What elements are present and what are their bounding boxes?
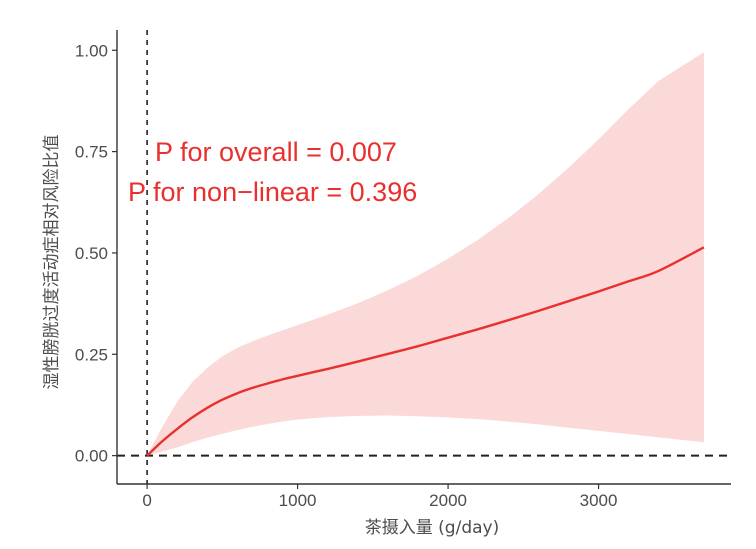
y-tick-label: 0.75	[75, 143, 108, 162]
x-tick-label: 1000	[279, 491, 317, 510]
y-tick-label: 1.00	[75, 41, 108, 60]
annotation-p-nonlinear: P for non−linear = 0.396	[128, 177, 417, 207]
x-axis-title: 茶摄入量 (g/day)	[365, 518, 499, 538]
y-axis-title: 湿性膀胱过度活动症相对风险比值	[42, 135, 62, 390]
axes	[116, 30, 731, 485]
x-tick-label: 2000	[429, 491, 467, 510]
reference-lines	[117, 30, 731, 484]
annotation-p-overall: P for overall = 0.007	[155, 137, 397, 167]
x-tick-label: 3000	[580, 491, 618, 510]
ticks: 0.00 0.25 0.50 0.75 1.00 0 1000 2000 3000	[75, 41, 618, 510]
fit-line-layer	[146, 246, 705, 457]
confidence-band	[147, 52, 704, 456]
y-tick-label: 0.25	[75, 345, 108, 364]
series-line	[146, 246, 705, 457]
y-tick-label: 0.50	[75, 244, 108, 263]
x-tick-label: 0	[142, 491, 151, 510]
y-tick-label: 0.00	[75, 447, 108, 466]
confidence-band-layer	[147, 52, 704, 456]
